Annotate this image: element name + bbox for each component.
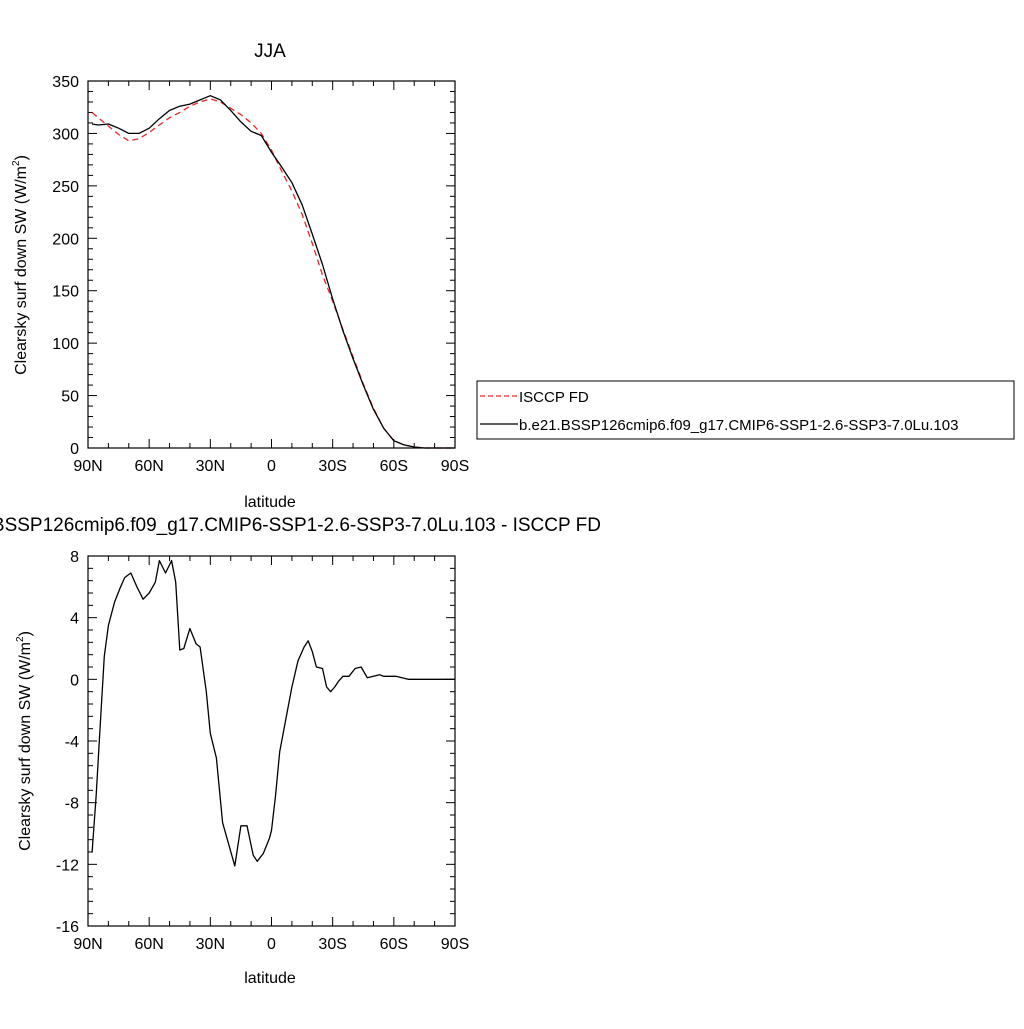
bottom-panel-frame <box>87 555 456 927</box>
top-panel-y-tick-label: 150 <box>52 284 79 301</box>
bottom-panel-ticks: 90N 60N 30N 0 30S 60S 90S -16 -12 -8 -4 0 4 8 <box>56 549 469 953</box>
top-panel-y-tick-label: 100 <box>52 336 79 353</box>
bottom-panel-y-tick-label: -8 <box>65 796 79 813</box>
bottom-panel-x-tick-label: 90S <box>441 936 469 953</box>
top-panel-y-tick-label: 50 <box>61 389 79 406</box>
bottom-panel-y-tick-label: -12 <box>56 857 79 874</box>
top-panel-lines <box>91 95 455 449</box>
legend: ISCCP FD b.e21.BSSP126cmip6.f09_g17.CMIP… <box>476 380 1015 440</box>
bottom-panel-x-tick-label: 30S <box>318 936 346 953</box>
top-panel-series-line-0 <box>91 98 455 449</box>
top-panel-ticks: 90N 60N 30N 0 30S 60S 90S 0 50 100 150 200 250 300 350 <box>52 74 469 475</box>
top-panel-y-axis-label-sup: 2 <box>11 160 22 166</box>
top-panel-x-tick-label: 60N <box>134 458 163 475</box>
top-panel-y-axis-label: Clearsky surf down SW (W/m2) <box>11 155 30 375</box>
bottom-panel-x-tick-label: 60N <box>134 936 163 953</box>
bottom-panel-y-tick-label: 4 <box>70 611 79 628</box>
bottom-panel-x-tick-label: 30N <box>196 936 225 953</box>
top-panel-series-line-1 <box>91 95 455 449</box>
bottom-panel-lines <box>91 559 455 867</box>
top-panel-y-axis-label-end: ) <box>13 155 30 160</box>
top-panel-x-axis-label: latitude <box>244 494 296 511</box>
legend-label-model: b.e21.BSSP126cmip6.f09_g17.CMIP6-SSP1-2.… <box>519 417 958 434</box>
top-panel-x-tick-label: 0 <box>267 458 276 475</box>
bottom-panel-y-axis-label-end: ) <box>17 631 34 636</box>
top-panel-y-tick-label: 350 <box>52 74 79 91</box>
top-panel-x-tick-label: 30N <box>196 458 225 475</box>
bottom-panel-y-tick-label: -16 <box>56 919 79 936</box>
top-panel-title: JJA <box>254 41 286 62</box>
top-panel-y-tick-label: 200 <box>52 231 79 248</box>
bottom-panel-x-tick-label: 90N <box>73 936 102 953</box>
bottom-panel-title: b.e21.BSSP126cmip6.f09_g17.CMIP6-SSP1-2.… <box>0 515 601 536</box>
top-panel: JJA 90N 60N 30N 0 30S 60S 90S 0 50 100 150 200 250 30… <box>11 41 469 511</box>
top-panel-y-axis-label-main: Clearsky surf down SW (W/m <box>13 166 30 375</box>
top-panel-frame <box>87 80 456 449</box>
legend-box <box>476 380 1015 440</box>
top-panel-x-tick-label: 90S <box>441 458 469 475</box>
top-panel-y-tick-label: 300 <box>52 126 79 143</box>
bottom-panel: b.e21.BSSP126cmip6.f09_g17.CMIP6-SSP1-2.… <box>0 515 601 987</box>
bottom-panel-series-line-0 <box>91 559 455 867</box>
bottom-panel-y-axis-label-sup: 2 <box>15 636 26 642</box>
bottom-panel-x-tick-label: 60S <box>380 936 408 953</box>
top-panel-x-tick-label: 90N <box>73 458 102 475</box>
bottom-panel-y-tick-label: -4 <box>65 734 79 751</box>
legend-label-isccp-fd: ISCCP FD <box>519 389 589 406</box>
top-panel-x-tick-label: 30S <box>318 458 346 475</box>
top-panel-y-tick-label: 250 <box>52 179 79 196</box>
bottom-panel-y-axis-label-main: Clearsky surf down SW (W/m <box>17 642 34 851</box>
bottom-panel-x-axis-label: latitude <box>244 970 296 987</box>
bottom-panel-y-axis-label: Clearsky surf down SW (W/m2) <box>15 631 34 851</box>
bottom-panel-x-tick-label: 0 <box>267 936 276 953</box>
bottom-panel-y-tick-label: 8 <box>70 549 79 566</box>
bottom-panel-y-tick-label: 0 <box>70 672 79 689</box>
top-panel-x-tick-label: 60S <box>380 458 408 475</box>
top-panel-y-tick-label: 0 <box>70 441 79 458</box>
